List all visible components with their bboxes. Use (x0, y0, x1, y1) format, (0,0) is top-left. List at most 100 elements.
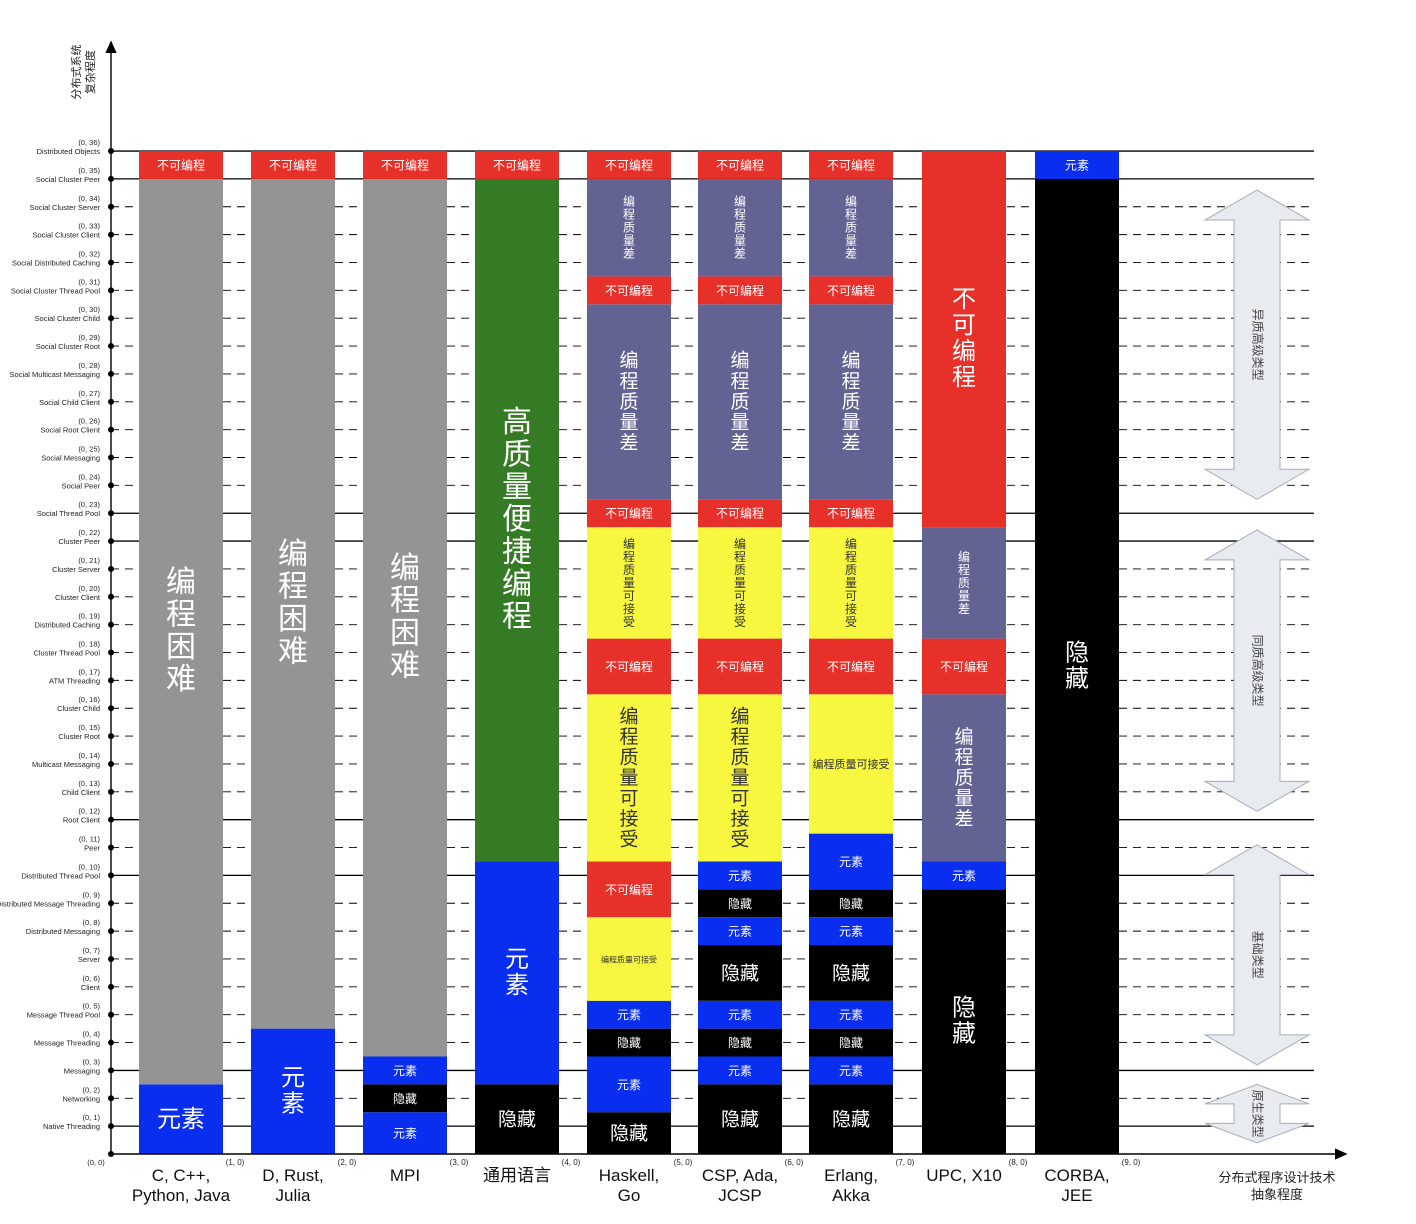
segment-label: 元素 (281, 1063, 305, 1117)
technique-label-line: Akka (832, 1186, 870, 1205)
segment-label: 不可编程 (493, 157, 541, 172)
technique-column-4: 隐藏 元素 高质量便捷编程 不可编程 (475, 151, 559, 1154)
segment-red (922, 151, 1006, 528)
segment-label: 不可编程 (827, 283, 875, 298)
segment-blue (251, 1028, 335, 1154)
technique-label-line: Haskell, (599, 1166, 659, 1185)
segment-label: 不可编程 (940, 659, 988, 674)
segment-label: 隐藏 (832, 962, 870, 984)
segment-red (698, 151, 782, 179)
segment-purple (809, 304, 893, 500)
segment-red (587, 499, 671, 528)
segment-label: 编程困难 (390, 551, 420, 683)
segment-label: 不可编程 (716, 659, 764, 674)
segment-label: 隐藏 (721, 1109, 759, 1131)
category-label: 基础类型 (1251, 931, 1265, 979)
segment-blue (698, 1056, 782, 1085)
technique-coord: (3, 0) (450, 1158, 469, 1167)
technique-columns: 元素编程困难不可编程元素编程困难不可编程元素隐藏元素编程困难不可编程隐藏元素高质… (139, 151, 1119, 1154)
segment-label: 编程质量差 (623, 193, 635, 260)
segment-blue (698, 1000, 782, 1029)
category-arrow (1204, 1083, 1310, 1144)
level-coord-17: (0, 17) (78, 667, 100, 676)
segment-blue (363, 1056, 447, 1085)
technique-coord: (2, 0) (338, 1158, 357, 1167)
technique-label-line: JEE (1061, 1186, 1092, 1205)
level-coord-20: (0, 20) (78, 584, 100, 593)
segment-label: 不可编程 (716, 283, 764, 298)
category-arrow (1203, 844, 1311, 1066)
level-coord-5: (0, 5) (82, 1002, 100, 1011)
level-name-19: Distributed Caching (35, 621, 100, 630)
segment-label: 元素 (617, 1078, 641, 1092)
segment-purple (587, 178, 671, 277)
technique-label-line: 通用语言 (483, 1166, 551, 1185)
level-name-35: Social Cluster Peer (36, 175, 101, 184)
level-coord-18: (0, 18) (78, 640, 100, 649)
level-name-1: Native Threading (43, 1122, 100, 1131)
segment-label: 隐藏 (839, 1036, 863, 1050)
level-coord-3: (0, 3) (82, 1057, 100, 1066)
level-coord-7: (0, 7) (82, 946, 100, 955)
level-coord-22: (0, 22) (78, 528, 100, 537)
segment-label: 不可编程 (716, 506, 764, 521)
level-coord-15: (0, 15) (78, 723, 100, 732)
segment-gray (251, 178, 335, 1029)
level-name-5: Message Thread Pool (27, 1011, 101, 1020)
segment-label: 不可编程 (827, 506, 875, 521)
level-name-27: Social Child Client (39, 398, 101, 407)
segment-black (698, 889, 782, 918)
level-name-2: Networking (62, 1094, 100, 1103)
segment-label: 不可编程 (716, 157, 764, 172)
segment-label: 元素 (393, 1064, 417, 1078)
level-coord-9: (0, 9) (82, 890, 100, 899)
segment-red (363, 151, 447, 179)
level-name-31: Social Cluster Thread Pool (11, 286, 100, 295)
level-coord-31: (0, 31) (78, 277, 100, 286)
segment-blue (587, 1000, 671, 1029)
segment-yellow (698, 527, 782, 639)
level-coord-26: (0, 26) (78, 417, 100, 426)
segment-gray (139, 178, 223, 1085)
segment-label: 隐藏 (721, 962, 759, 984)
level-coord-8: (0, 8) (82, 918, 100, 927)
x-axis-title-line-2: 抽象程度 (1251, 1187, 1303, 1203)
segment-label: 编程质量可接受 (845, 535, 857, 628)
segment-black (809, 889, 893, 918)
level-coord-30: (0, 30) (78, 305, 100, 314)
segment-label: 编程质量可接受 (734, 535, 746, 628)
segment-blue (922, 861, 1006, 890)
segment-label: 隐藏 (610, 1123, 648, 1145)
segment-red (809, 638, 893, 695)
technique-label-line: Python, Java (132, 1186, 231, 1205)
level-name-12: Root Client (63, 816, 101, 825)
level-name-11: Peer (84, 844, 100, 853)
segment-gray (363, 178, 447, 1057)
segment-red (922, 638, 1006, 695)
level-coord-13: (0, 13) (78, 779, 100, 788)
segment-purple (698, 304, 782, 500)
segment-red (587, 861, 671, 918)
segment-yellow (587, 694, 671, 862)
segment-purple (698, 178, 782, 277)
segment-red (809, 276, 893, 305)
level-name-21: Cluster Server (52, 565, 100, 574)
segment-label: 不可编程 (605, 882, 653, 897)
segment-label: 编程质量可接受 (623, 535, 635, 628)
segment-label: 不可编程 (605, 283, 653, 298)
segment-blue (587, 1056, 671, 1113)
level-name-28: Social Multicast Messaging (10, 370, 100, 379)
segment-purple (922, 527, 1006, 639)
level-name-23: Social Thread Pool (37, 509, 101, 518)
segment-black (922, 889, 1006, 1154)
segment-label: 隐藏 (839, 897, 863, 911)
level-coord-6: (0, 6) (82, 974, 100, 983)
technique-label-line: CORBA, (1044, 1166, 1109, 1185)
segment-label: 元素 (728, 1008, 752, 1022)
segment-label: 编程困难 (278, 537, 308, 669)
segment-blue (809, 1056, 893, 1085)
segment-black (698, 1084, 782, 1154)
segment-label: 隐藏 (952, 994, 976, 1048)
